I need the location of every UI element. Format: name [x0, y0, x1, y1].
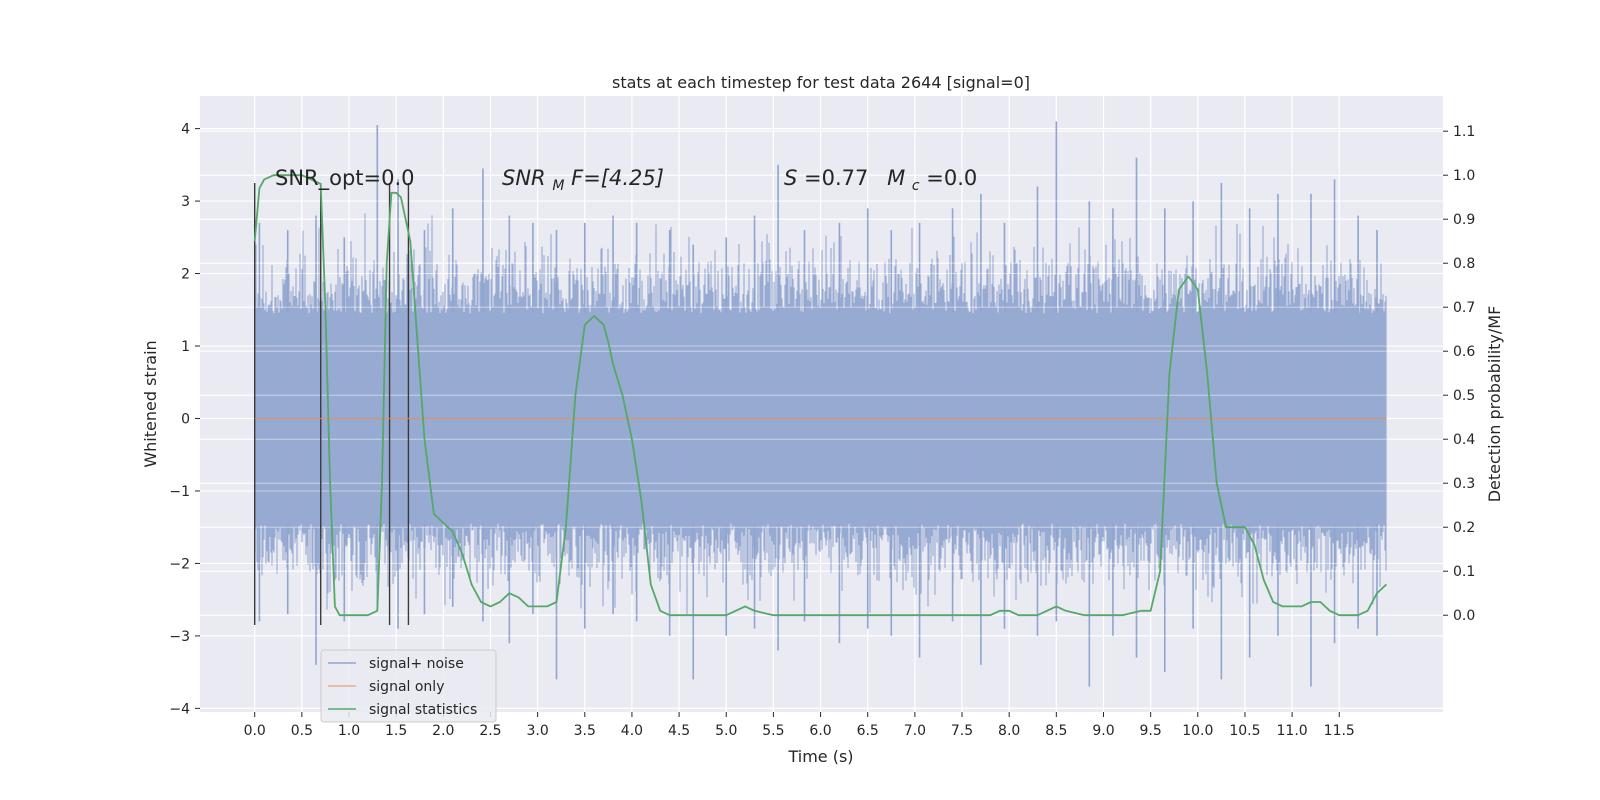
chart-title: stats at each timestep for test data 264…	[612, 73, 1030, 92]
x-tick-label: 1.5	[385, 723, 407, 739]
y2-tick-label: 1.1	[1453, 124, 1475, 140]
x-tick-label: 2.0	[432, 723, 454, 739]
x-tick-label: 6.5	[857, 723, 879, 739]
legend-box	[320, 649, 497, 723]
y-tick-label: −1	[169, 484, 190, 500]
signal-statistics-line	[253, 174, 1388, 617]
y2-tick-label: 0.8	[1453, 256, 1475, 272]
mc-subscript: c	[912, 178, 920, 194]
x-tick-label: 8.0	[998, 723, 1020, 739]
x-tick-label: 0.0	[244, 723, 266, 739]
annotation-s-mc: S =0.77 M c =0.0	[784, 166, 977, 195]
y2-tick-label: 0.9	[1453, 212, 1475, 228]
y2-axis-label: Detection probability/MF	[1485, 306, 1504, 503]
y-axis-label: Whitened strain	[141, 340, 160, 467]
y-tick-label: 3	[181, 194, 190, 210]
x-tick-label: 8.5	[1045, 723, 1067, 739]
y2-tick-label: 0.7	[1453, 300, 1475, 316]
mc-value: =0.0	[926, 166, 977, 190]
x-tick-label: 3.5	[574, 723, 596, 739]
x-tick-label: 4.0	[621, 723, 643, 739]
y-tick-label: −3	[169, 629, 190, 645]
annotation-snr-mf: SNR M F=[4.25]	[502, 166, 664, 195]
y2-tick-label: 0.3	[1453, 476, 1475, 492]
y2-tick-label: 0.0	[1453, 608, 1475, 624]
y2-tick-label: 0.6	[1453, 344, 1475, 360]
x-tick-label: 10.0	[1182, 723, 1213, 739]
legend: signal+ noise signal only signal statist…	[320, 649, 497, 723]
snr-mf-rest: F=[4.25]	[571, 166, 664, 190]
legend-label-statistics: signal statistics	[369, 702, 477, 718]
annotation-snr-opt: SNR_opt=0.0	[275, 166, 415, 191]
snr-mf-main: SNR	[502, 166, 546, 190]
snr-mf-subscript: M	[552, 178, 564, 194]
x-tick-label: 7.5	[951, 723, 973, 739]
y-tick-label: −4	[169, 701, 190, 717]
x-axis-label: Time (s)	[787, 747, 853, 766]
x-tick-label: 9.0	[1092, 723, 1114, 739]
y2-tick-label: 1.0	[1453, 168, 1475, 184]
y-tick-label: 0	[181, 411, 190, 427]
y2-tick-label: 0.1	[1453, 564, 1475, 580]
ticks: 0.0 0.5 1.0 1.5 2.0 2.5 3.0 3.5 4.0 4.5 5.0 5.5 6.0 6…	[169, 122, 1475, 739]
x-tick-label: 3.0	[526, 723, 548, 739]
s-value: =0.77	[804, 166, 868, 190]
x-tick-label: 2.5	[479, 723, 501, 739]
x-tick-label: 10.5	[1229, 723, 1260, 739]
y-tick-label: 1	[181, 339, 190, 355]
x-tick-label: 11.0	[1277, 723, 1308, 739]
legend-label-signal: signal only	[369, 679, 444, 695]
y-tick-label: −2	[169, 556, 190, 572]
y2-tick-label: 0.5	[1453, 388, 1475, 404]
x-tick-label: 6.0	[809, 723, 831, 739]
x-tick-label: 9.5	[1140, 723, 1162, 739]
mc-label: M	[887, 166, 905, 190]
y2-tick-label: 0.4	[1453, 432, 1475, 448]
x-tick-label: 1.0	[338, 723, 360, 739]
y-tick-label: 4	[181, 122, 190, 138]
y2-tick-label: 0.2	[1453, 520, 1475, 536]
data-layer	[253, 121, 1388, 687]
s-label: S	[784, 166, 797, 190]
x-tick-label: 5.5	[762, 723, 784, 739]
y-tick-label: 2	[181, 267, 190, 283]
x-tick-label: 7.0	[904, 723, 926, 739]
x-tick-label: 0.5	[291, 723, 313, 739]
x-tick-label: 11.5	[1324, 723, 1355, 739]
legend-label-noise: signal+ noise	[369, 656, 464, 672]
x-tick-label: 5.0	[715, 723, 737, 739]
x-tick-label: 4.5	[668, 723, 690, 739]
